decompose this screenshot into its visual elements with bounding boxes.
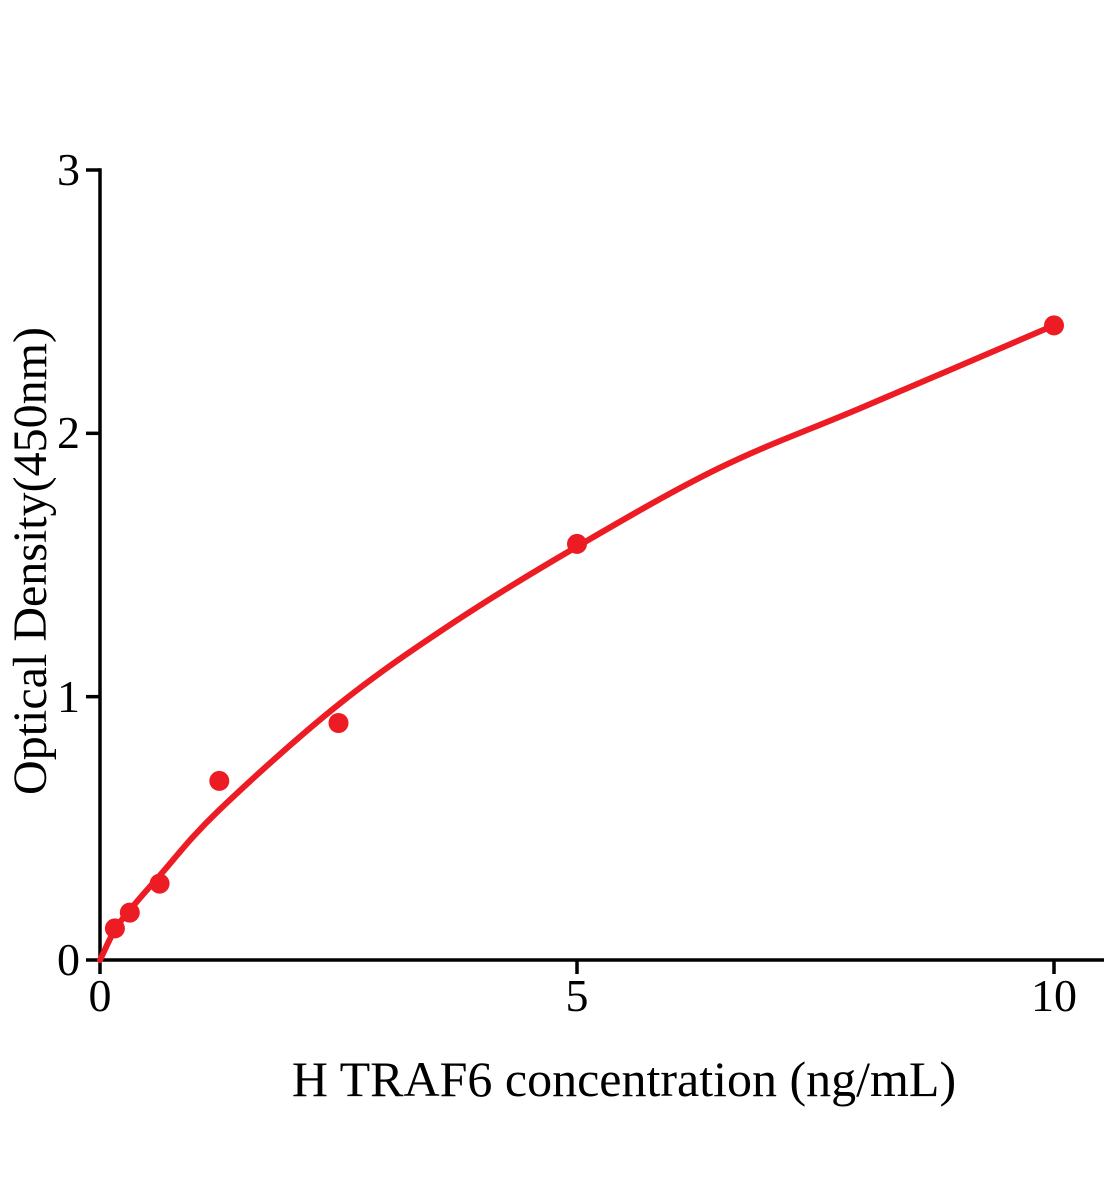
data-point-5 — [567, 533, 587, 554]
y-tick-label-1: 1 — [57, 670, 80, 722]
data-point-0.3125 — [119, 902, 140, 923]
x-tick-label-10: 10 — [1031, 970, 1077, 1021]
data-point-10 — [1044, 315, 1064, 336]
y-tick-label-0: 0 — [57, 934, 80, 985]
x-tick-label-5: 5 — [565, 970, 589, 1021]
data-point-2.5 — [328, 713, 349, 733]
data-point-0.625 — [149, 873, 170, 894]
y-tick-label-3: 3 — [57, 144, 80, 195]
data-point-1.25 — [209, 770, 230, 791]
data-point-0.156 — [104, 918, 125, 939]
y-axis-title: Optical Density(450nm) — [4, 327, 57, 795]
x-tick-label-0: 0 — [88, 970, 112, 1021]
y-tick-label-2: 2 — [57, 407, 80, 459]
x-axis-title: H TRAF6 concentration (ng/mL) — [291, 1051, 957, 1107]
standard-curve-fit-line — [97, 322, 1057, 963]
